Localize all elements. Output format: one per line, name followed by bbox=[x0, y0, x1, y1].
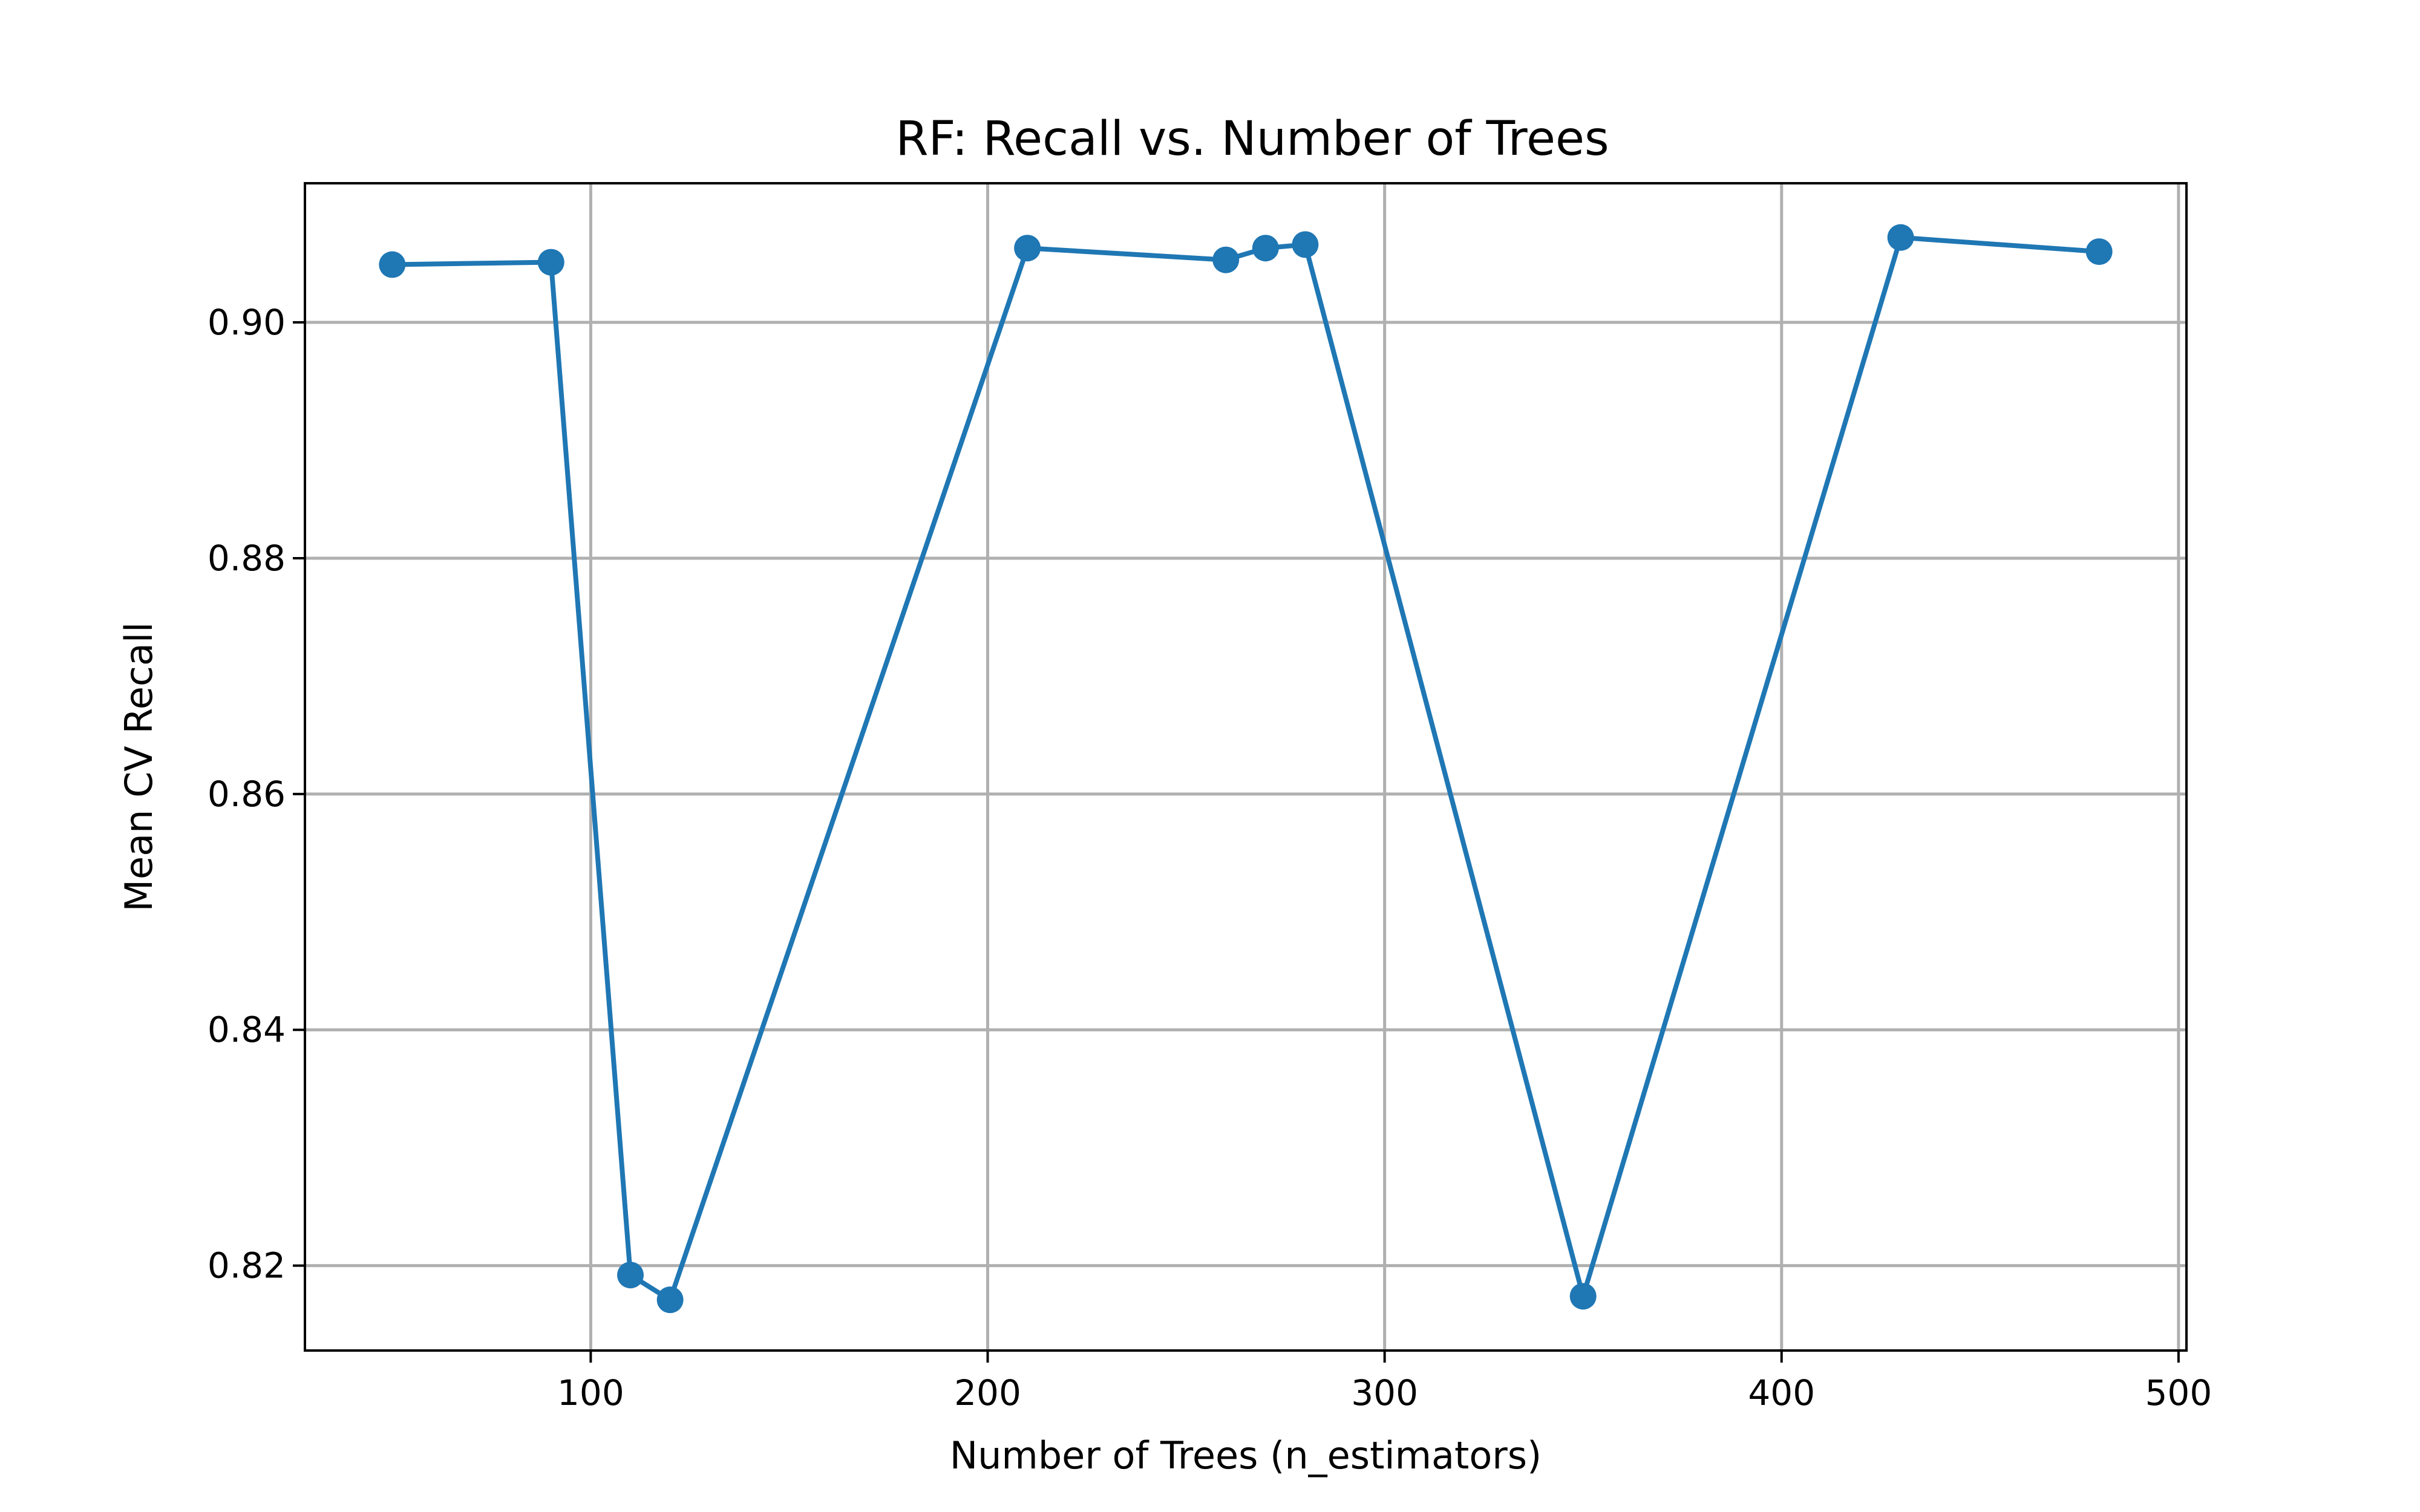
x-tick-label: 200 bbox=[954, 1372, 1021, 1413]
y-tick-label: 0.86 bbox=[208, 774, 286, 815]
y-axis: 0.82 0.84 0.86 0.88 0.90 bbox=[208, 302, 305, 1286]
data-point bbox=[1569, 1283, 1597, 1310]
series-line bbox=[392, 235, 2099, 1303]
data-point bbox=[1212, 246, 1240, 273]
data-point bbox=[1887, 224, 1914, 251]
data-point bbox=[656, 1286, 684, 1314]
y-tick-label: 0.84 bbox=[208, 1009, 286, 1051]
data-point bbox=[1292, 231, 1319, 258]
x-tick-label: 100 bbox=[557, 1372, 624, 1413]
x-tick-label: 400 bbox=[1748, 1372, 1815, 1413]
plot-frame bbox=[304, 182, 2188, 1352]
data-point bbox=[617, 1262, 644, 1289]
x-axis: 100 200 300 400 500 bbox=[557, 1351, 2212, 1413]
data-point bbox=[2085, 238, 2113, 266]
y-axis-label: Mean CV Recall bbox=[117, 622, 161, 911]
x-tick-label: 300 bbox=[1351, 1372, 1418, 1413]
data-series bbox=[379, 224, 2113, 1314]
data-point bbox=[1252, 235, 1279, 262]
data-point bbox=[537, 249, 564, 276]
chart-title: RF: Recall vs. Number of Trees bbox=[895, 112, 1609, 166]
data-point bbox=[379, 251, 406, 278]
y-tick-label: 0.88 bbox=[208, 538, 286, 579]
y-tick-label: 0.90 bbox=[208, 302, 286, 343]
y-tick-label: 0.82 bbox=[208, 1245, 286, 1286]
x-axis-label: Number of Trees (n_estimators) bbox=[950, 1433, 1542, 1478]
grid bbox=[305, 183, 2186, 1351]
x-tick-label: 500 bbox=[2145, 1372, 2212, 1413]
data-point bbox=[1014, 235, 1041, 262]
